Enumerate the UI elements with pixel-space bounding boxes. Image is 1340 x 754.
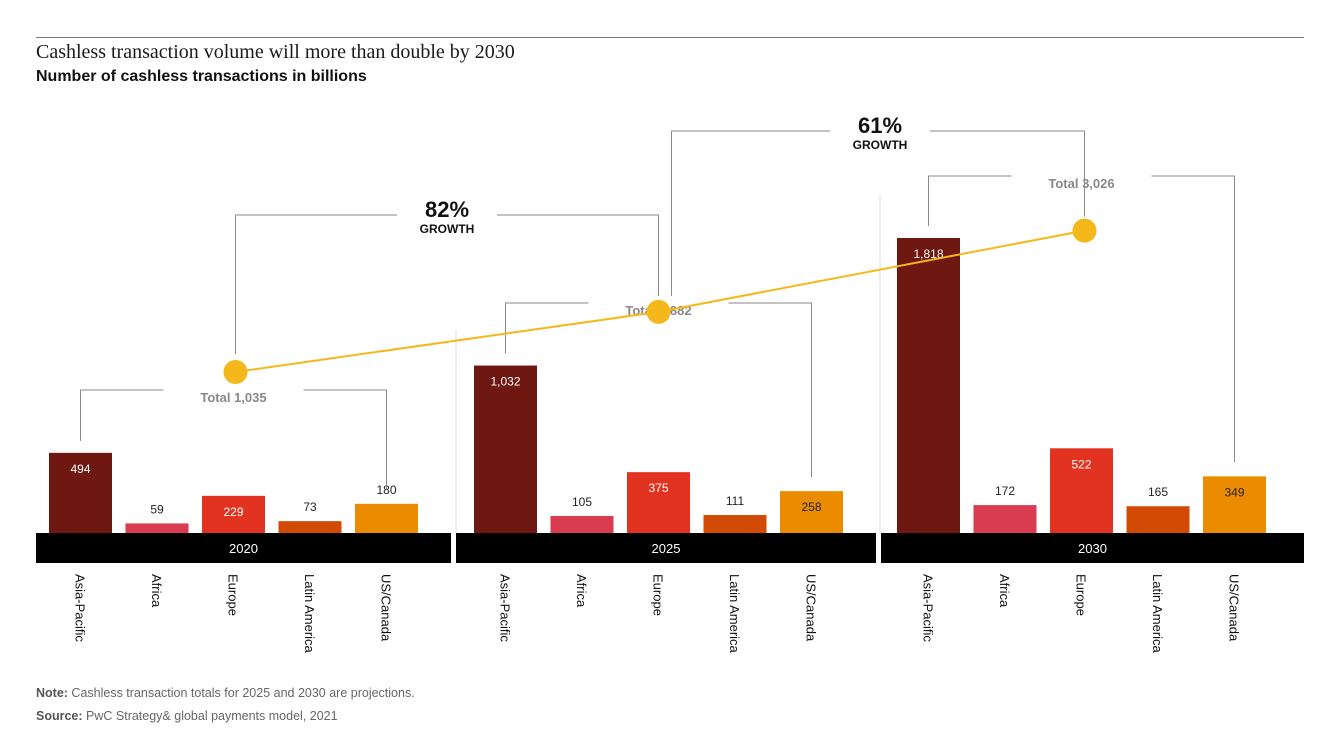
source-text: PwC Strategy& global payments model, 202… (82, 709, 338, 723)
bar-2030-europe (1050, 448, 1113, 533)
total-marker-2030 (1072, 218, 1097, 243)
year-label-2020: 2020 (229, 541, 258, 556)
bar-label-2025-latin-america: 111 (726, 494, 745, 508)
category-label-2025-latin-america: Latin America (727, 574, 742, 654)
year-band-2020 (36, 533, 451, 563)
category-label-2030-latin-america: Latin America (1150, 574, 1165, 654)
category-label-2025-us-canada: US/Canada (804, 574, 819, 642)
bar-2030-asia-pacific (897, 238, 960, 533)
growth-bracket-left-1 (671, 130, 830, 296)
category-label-2020-europe: Europe (226, 574, 241, 616)
bar-2025-asia-pacific (474, 365, 537, 533)
bar-label-2020-europe: 229 (223, 505, 243, 519)
note-text: Cashless transaction totals for 2025 and… (67, 686, 415, 700)
bar-label-2030-latin-america: 165 (1148, 485, 1168, 499)
bar-2030-latin-america (1126, 506, 1190, 533)
bar-2025-africa (550, 515, 614, 533)
growth-label-0: GROWTH (420, 222, 475, 236)
category-label-2025-asia-pacific: Asia-Pacific (498, 574, 513, 642)
bar-label-2025-europe: 375 (648, 481, 668, 495)
total-bracket-right-2020 (303, 389, 387, 490)
category-label-2030-africa: Africa (997, 574, 1012, 608)
total-marker-2025 (646, 299, 671, 324)
bar-label-2030-europe: 522 (1071, 457, 1091, 471)
bar-label-2025-us-canada: 258 (801, 500, 821, 514)
category-label-2025-europe: Europe (651, 574, 666, 616)
category-label-2020-africa: Africa (149, 574, 164, 608)
bar-label-2025-asia-pacific: 1,032 (490, 375, 520, 389)
bar-2020-europe (202, 495, 265, 533)
bar-2020-asia-pacific (49, 452, 112, 533)
note-label: Note: (36, 686, 68, 700)
growth-value-1: 61% (858, 113, 902, 138)
top-rule (36, 37, 1304, 38)
year-band-2030 (881, 533, 1304, 563)
bar-label-2020-africa: 59 (150, 502, 164, 516)
category-label-2020-asia-pacific: Asia-Pacific (73, 574, 88, 642)
year-band-2025 (456, 533, 876, 563)
bar-label-2020-asia-pacific: 494 (70, 462, 90, 476)
category-label-2030-asia-pacific: Asia-Pacific (921, 574, 936, 642)
total-label-2020: Total 1,035 (200, 390, 266, 405)
total-label-2030: Total 3,026 (1048, 176, 1114, 191)
growth-bracket-right-1 (930, 130, 1085, 217)
growth-label-1: GROWTH (853, 138, 908, 152)
bar-2030-us-canada (1203, 476, 1266, 533)
bar-label-2020-latin-america: 73 (303, 500, 317, 514)
bar-chart: 494 Asia-Pacific 59 Africa 229 Europe 73 Latin … (36, 113, 1304, 654)
year-label-2030: 2030 (1078, 541, 1107, 556)
chart-note: Note: Cashless transaction totals for 20… (36, 686, 415, 700)
bar-2025-latin-america (703, 514, 767, 533)
growth-bracket-right-0 (497, 214, 659, 296)
chart-subtitle: Number of cashless transactions in billi… (36, 68, 367, 85)
bar-2020-africa (125, 523, 189, 533)
bar-2025-europe (627, 472, 690, 533)
total-marker-2020 (223, 360, 248, 384)
category-label-2030-us-canada: US/Canada (1227, 574, 1242, 642)
bar-2020-us-canada (355, 503, 418, 533)
category-label-2030-europe: Europe (1074, 574, 1089, 616)
total-bracket-right-2025 (728, 302, 812, 478)
year-label-2025: 2025 (652, 541, 681, 556)
bar-2030-africa (973, 505, 1037, 533)
bar-2020-latin-america (278, 521, 342, 533)
chart-source: Source: PwC Strategy& global payments mo… (36, 709, 338, 723)
category-label-2020-latin-america: Latin America (302, 574, 317, 654)
category-label-2025-africa: Africa (574, 574, 589, 608)
source-label: Source: (36, 709, 83, 723)
bar-label-2025-africa: 105 (572, 495, 592, 509)
growth-value-0: 82% (425, 197, 469, 222)
growth-bracket-left-0 (235, 214, 397, 354)
bar-label-2030-africa: 172 (995, 484, 1015, 498)
bar-label-2030-us-canada: 349 (1224, 485, 1244, 499)
total-bracket-right-2030 (1151, 175, 1235, 463)
chart-title: Cashless transaction volume will more th… (36, 41, 515, 63)
total-bracket-left-2025 (505, 302, 589, 354)
total-bracket-left-2030 (928, 175, 1012, 226)
total-bracket-left-2020 (80, 389, 164, 441)
bar-label-2030-asia-pacific: 1,818 (913, 247, 943, 261)
bar-2025-us-canada (780, 491, 843, 533)
category-label-2020-us-canada: US/Canada (379, 574, 394, 642)
